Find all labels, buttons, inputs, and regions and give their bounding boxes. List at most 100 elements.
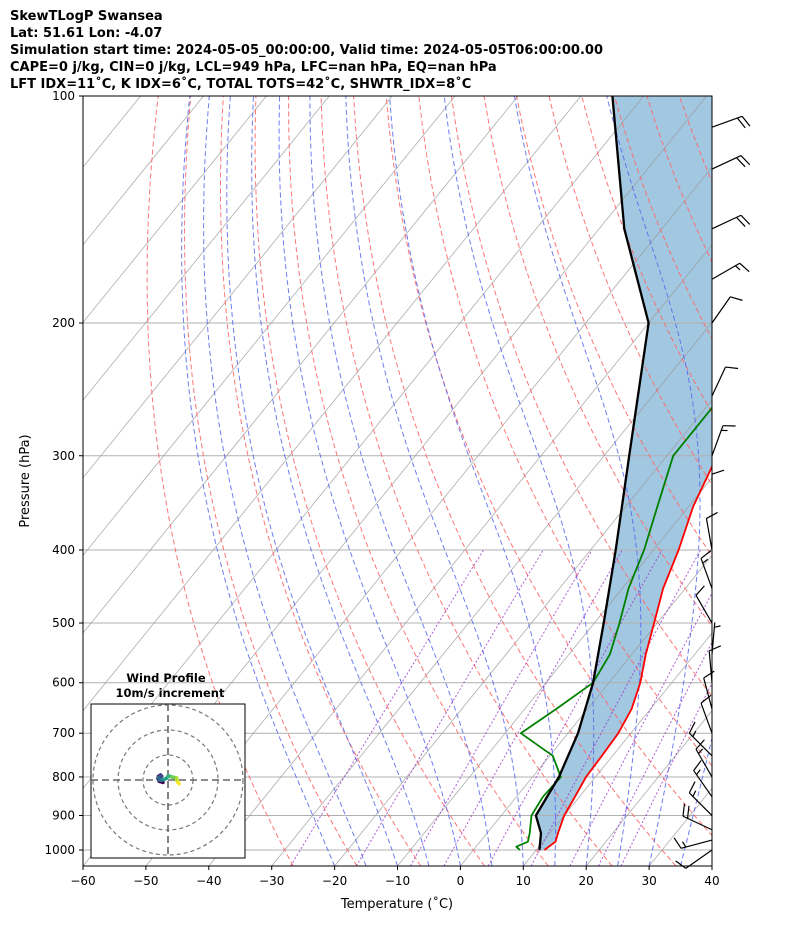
moist-adiabat (226, 96, 398, 866)
hodograph-segment (176, 780, 181, 786)
wind-barb-feather (725, 366, 739, 370)
mixing-ratio-line (290, 549, 484, 866)
y-tick-label: 900 (52, 809, 75, 823)
y-tick-label: 500 (52, 616, 75, 630)
isotherm (83, 96, 456, 557)
wind-barb (700, 694, 713, 734)
wind-barb-feather (711, 469, 725, 475)
wind-barb (688, 781, 713, 816)
moist-adiabat (345, 96, 524, 866)
y-tick-label: 1000 (44, 843, 75, 857)
wind-barb (708, 645, 722, 683)
wind-barb-feather (688, 781, 696, 794)
mixing-ratio-line (409, 549, 593, 866)
hodograph-plot (91, 704, 245, 858)
mixing-ratio-line (569, 592, 712, 866)
wind-barb-shaft (711, 366, 727, 397)
x-tick-label: −10 (385, 874, 410, 888)
isotherm (145, 166, 712, 866)
temperature-line (543, 464, 712, 851)
wind-barb (688, 721, 713, 757)
y-tick-label: 200 (52, 316, 75, 330)
wind-barb-shaft (711, 155, 742, 170)
y-tick-label: 400 (52, 543, 75, 557)
wind-barb-feather (673, 837, 682, 849)
hodograph-title-line2: 10m/s increment (116, 686, 225, 700)
isotherm (83, 96, 267, 324)
wind-barb (700, 550, 713, 589)
wind-barb-shaft (680, 839, 713, 849)
wind-barb-shaft (700, 702, 713, 734)
title-line-station: SkewTLogP Swansea (10, 9, 163, 24)
title-line-latlon: Lat: 51.61 Lon: -4.07 (10, 26, 163, 41)
wind-barb (695, 585, 713, 624)
wind-barb-shaft (711, 296, 731, 324)
wind-barb-shaft (703, 677, 713, 710)
wind-barb-feather (695, 585, 705, 596)
x-tick-label: 40 (704, 874, 719, 888)
mixing-ratio-line (530, 549, 701, 866)
moist-adiabat (513, 96, 642, 866)
wind-barb-feather (692, 790, 697, 797)
wind-barb-feather (702, 558, 709, 564)
wind-barb-feather (681, 841, 687, 848)
hodograph-title-line1: Wind Profile (126, 671, 206, 685)
isotherm (83, 96, 204, 246)
isotherm (460, 554, 712, 866)
wind-barb (705, 511, 718, 551)
wind-barb-feather (736, 117, 746, 129)
hodograph-inset (90, 703, 246, 859)
x-tick-label: 20 (579, 874, 594, 888)
moist-adiabat (251, 96, 430, 866)
wind-barb-feather (740, 214, 751, 225)
wind-barb-shaft (688, 732, 713, 757)
y-tick-label: 600 (52, 676, 75, 690)
wind-barb-feather (730, 296, 743, 301)
isotherm (83, 96, 330, 401)
dry-adiabat (516, 96, 712, 557)
cin-shading (535, 96, 712, 850)
isotherm (271, 321, 712, 866)
wind-barb-shaft (682, 815, 713, 831)
isotherm (83, 96, 519, 634)
wind-barb-feather (693, 760, 702, 771)
title-block: SkewTLogP Swansea Lat: 51.61 Lon: -4.07 … (10, 8, 603, 93)
wind-barb (675, 849, 713, 869)
dewpoint-line (515, 406, 712, 851)
wind-barb-shaft (695, 748, 713, 778)
wind-barb-shaft (705, 518, 713, 551)
wind-barb-shaft (685, 849, 713, 869)
wind-barb (711, 469, 725, 507)
moist-adiabat (309, 96, 493, 866)
wind-barb (703, 670, 715, 710)
y-tick-label: 800 (52, 770, 75, 784)
isotherm (711, 865, 712, 866)
moist-adiabat (203, 96, 367, 866)
wind-barb-feather (675, 860, 687, 869)
wind-barb-feather (714, 625, 721, 628)
wind-barb-shaft (700, 558, 713, 589)
wind-barb-feather (688, 721, 696, 734)
wind-barb (711, 115, 751, 129)
wind-barb (711, 296, 743, 324)
x-tick-label: −40 (196, 874, 221, 888)
mixing-ratio-line (355, 549, 544, 866)
wind-barb-feather (740, 155, 751, 166)
moist-adiabat (181, 96, 336, 866)
wind-barbs-layer (673, 115, 751, 869)
wind-barb (711, 214, 751, 230)
isotherm (0, 96, 78, 866)
dry-adiabat (254, 96, 485, 866)
y-tick-label: 100 (52, 89, 75, 103)
dry-adiabat (183, 96, 358, 866)
title-line-times: Simulation start time: 2024-05-05_00:00:… (10, 43, 603, 58)
title-line-cape: CAPE=0 j/kg, CIN=0 j/kg, LCL=949 hPa, LF… (10, 60, 497, 75)
wind-barb-shaft (693, 770, 713, 798)
wind-barb-feather (703, 670, 715, 679)
wind-barb-feather (706, 511, 718, 519)
parcel-line (534, 96, 650, 851)
wind-barb (682, 803, 713, 831)
x-tick-label: 10 (516, 874, 531, 888)
dry-adiabat (711, 96, 712, 98)
